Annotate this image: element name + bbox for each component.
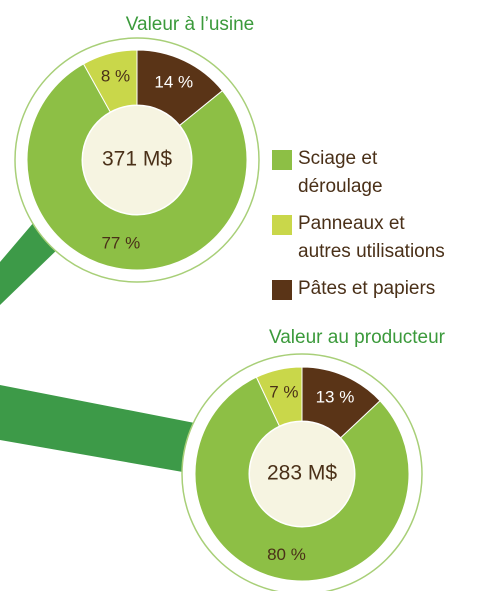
value-label: 13 % [316, 387, 355, 406]
center [83, 106, 191, 214]
legend-swatch [272, 215, 292, 235]
center-label: 283 M$ [267, 462, 337, 485]
legend-label: Sciage et déroulage [298, 148, 383, 197]
value-label: 77 % [101, 233, 140, 252]
legend-label: Panneaux et autres utilisations [298, 213, 445, 262]
value-label: 7 % [269, 382, 298, 401]
value-label: 80 % [267, 545, 306, 564]
legend-item: Pâtes et papiers [272, 278, 456, 303]
slice [136, 49, 224, 127]
legend-item: Sciage et déroulage [272, 148, 456, 201]
center [250, 422, 354, 526]
legend-item: Panneaux et autres utilisations [272, 213, 456, 266]
slice [194, 376, 410, 582]
legend-swatch [272, 150, 292, 170]
legend-label: Pâtes et papiers [298, 278, 436, 299]
value-label: 14 % [154, 72, 193, 91]
legend-swatch [272, 280, 292, 300]
slice [301, 366, 381, 439]
legend: Sciage et déroulage Panneaux et autres ut… [272, 148, 456, 315]
chart-title: Valeur au producteur [269, 327, 446, 348]
center-label: 371 M$ [102, 148, 172, 171]
value-label: 8 % [101, 67, 130, 86]
band [0, 385, 205, 475]
chart-title: Valeur à l’usine [126, 14, 255, 35]
